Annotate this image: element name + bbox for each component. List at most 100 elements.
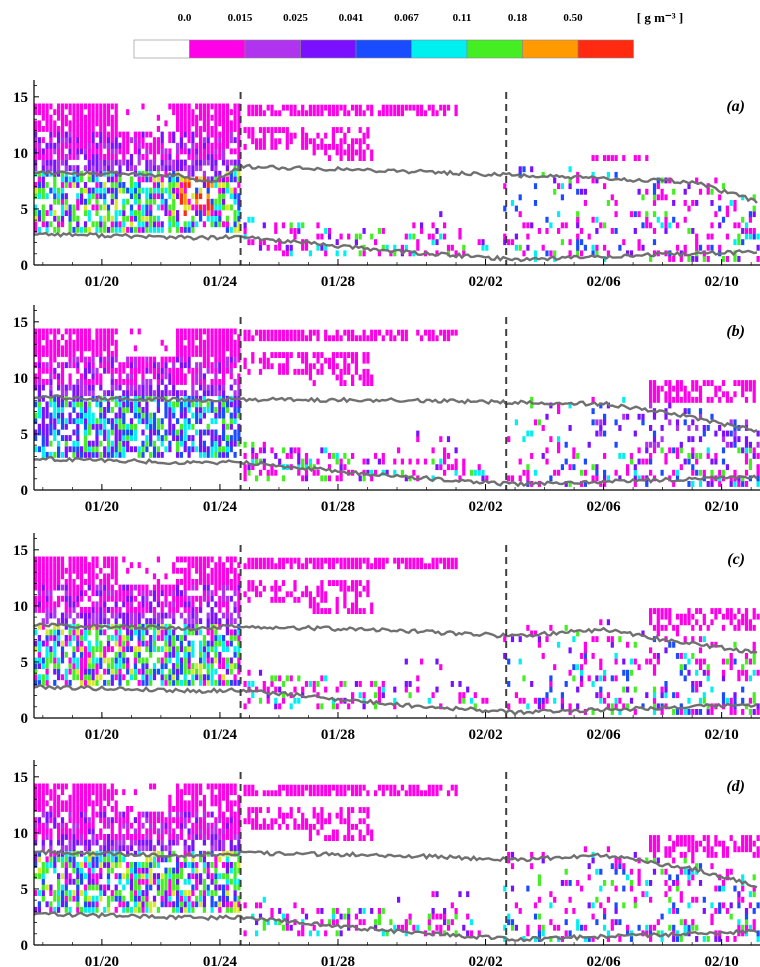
heatmap-cell [99, 131, 103, 138]
heatmap-cell [57, 657, 61, 664]
heatmap-cell [37, 646, 41, 653]
heatmap-cell [72, 862, 76, 868]
heatmap-cell [281, 697, 286, 704]
heatmap-cell [168, 165, 172, 172]
heatmap-cell [580, 669, 584, 676]
heatmap-cell [103, 221, 107, 228]
heatmap-cell [362, 703, 366, 710]
heatmap-cell [87, 345, 91, 352]
heatmap-cell [243, 464, 247, 471]
heatmap-cell [126, 384, 130, 391]
heatmap-cell [218, 148, 222, 155]
heatmap-cell [80, 595, 84, 602]
heatmap-cell [301, 563, 305, 570]
heatmap-cell [76, 384, 80, 391]
heatmap-cell [80, 878, 84, 885]
heatmap-cell [114, 401, 118, 408]
heatmap-cell [210, 556, 214, 563]
heatmap-cell [710, 608, 714, 614]
heatmap-cell [233, 607, 237, 613]
heatmap-cell [262, 686, 266, 693]
heatmap-cell [72, 137, 76, 144]
heatmap-cell [358, 591, 362, 598]
heatmap-cell [316, 585, 320, 592]
heatmap-cell [118, 435, 122, 441]
heatmap-cell [45, 165, 49, 172]
heatmap-cell [176, 126, 180, 132]
heatmap-cell [60, 407, 65, 413]
heatmap-cell [366, 127, 370, 133]
heatmap-cell [507, 475, 511, 482]
heatmap-cell [156, 668, 160, 675]
heatmap-cell [656, 391, 660, 398]
heatmap-cell [454, 329, 458, 336]
heatmap-cell [172, 663, 176, 669]
heatmap-cell [668, 475, 672, 482]
heatmap-cell [729, 200, 733, 206]
heatmap-cell [664, 216, 668, 223]
heatmap-cell [149, 440, 153, 447]
heatmap-cell [660, 385, 664, 392]
heatmap-cell [126, 440, 130, 447]
heatmap-cell [222, 142, 226, 149]
heatmap-cell [222, 595, 226, 602]
heatmap-cell [458, 692, 462, 699]
heatmap-cell [225, 601, 229, 608]
heatmap-cell [129, 356, 134, 363]
heatmap-cell [210, 339, 214, 346]
heatmap-cell [339, 155, 343, 161]
heatmap-cell [187, 182, 191, 188]
heatmap-cell [339, 149, 343, 156]
heatmap-cell [439, 211, 443, 218]
heatmap-cell [354, 149, 358, 156]
heatmap-cell [91, 451, 95, 458]
heatmap-cell [258, 127, 263, 133]
heatmap-cell [698, 244, 703, 251]
heatmap-cell [191, 131, 195, 138]
heatmap-cell [68, 109, 72, 116]
heatmap-cell [218, 379, 222, 385]
heatmap-cell [752, 669, 756, 676]
heatmap-cell [377, 692, 381, 699]
heatmap-cell [160, 612, 164, 619]
heatmap-cell [316, 357, 320, 364]
heatmap-cell [281, 363, 286, 370]
heatmap-cell [202, 584, 206, 591]
heatmap-cell [672, 200, 676, 206]
heatmap-cell [72, 451, 76, 458]
heatmap-cell [737, 380, 741, 386]
heatmap-cell [351, 329, 355, 336]
heatmap-cell [137, 142, 141, 149]
heatmap-cell [145, 440, 149, 447]
heatmap-cell [176, 390, 180, 397]
heatmap-cell [672, 624, 676, 631]
heatmap-cell [172, 165, 176, 172]
heatmap-cell [160, 182, 164, 188]
heatmap-cell [266, 335, 270, 342]
heatmap-cell [145, 590, 149, 597]
heatmap-cell [229, 668, 233, 675]
heatmap-cell [695, 385, 699, 392]
heatmap-cell [206, 137, 210, 144]
heatmap-cell [222, 373, 226, 380]
heatmap-cell [68, 351, 72, 357]
heatmap-cell [87, 339, 91, 346]
heatmap-cell [103, 334, 107, 341]
heatmap-cell [72, 789, 76, 796]
heatmap-cell [679, 396, 683, 403]
heatmap-cell [721, 669, 726, 676]
heatmap-cell [45, 120, 49, 127]
heatmap-cell [285, 143, 289, 150]
heatmap-cell [191, 651, 195, 658]
heatmap-cell [80, 407, 84, 413]
heatmap-cell [229, 226, 233, 233]
heatmap-cell [580, 239, 584, 246]
heatmap-cell [76, 663, 80, 669]
heatmap-cell [129, 215, 134, 222]
heatmap-cell [176, 148, 180, 155]
heatmap-cell [278, 563, 282, 570]
heatmap-cell [72, 440, 76, 447]
heatmap-cell [606, 619, 610, 626]
heatmap-cell [118, 607, 122, 613]
heatmap-cell [614, 653, 618, 659]
